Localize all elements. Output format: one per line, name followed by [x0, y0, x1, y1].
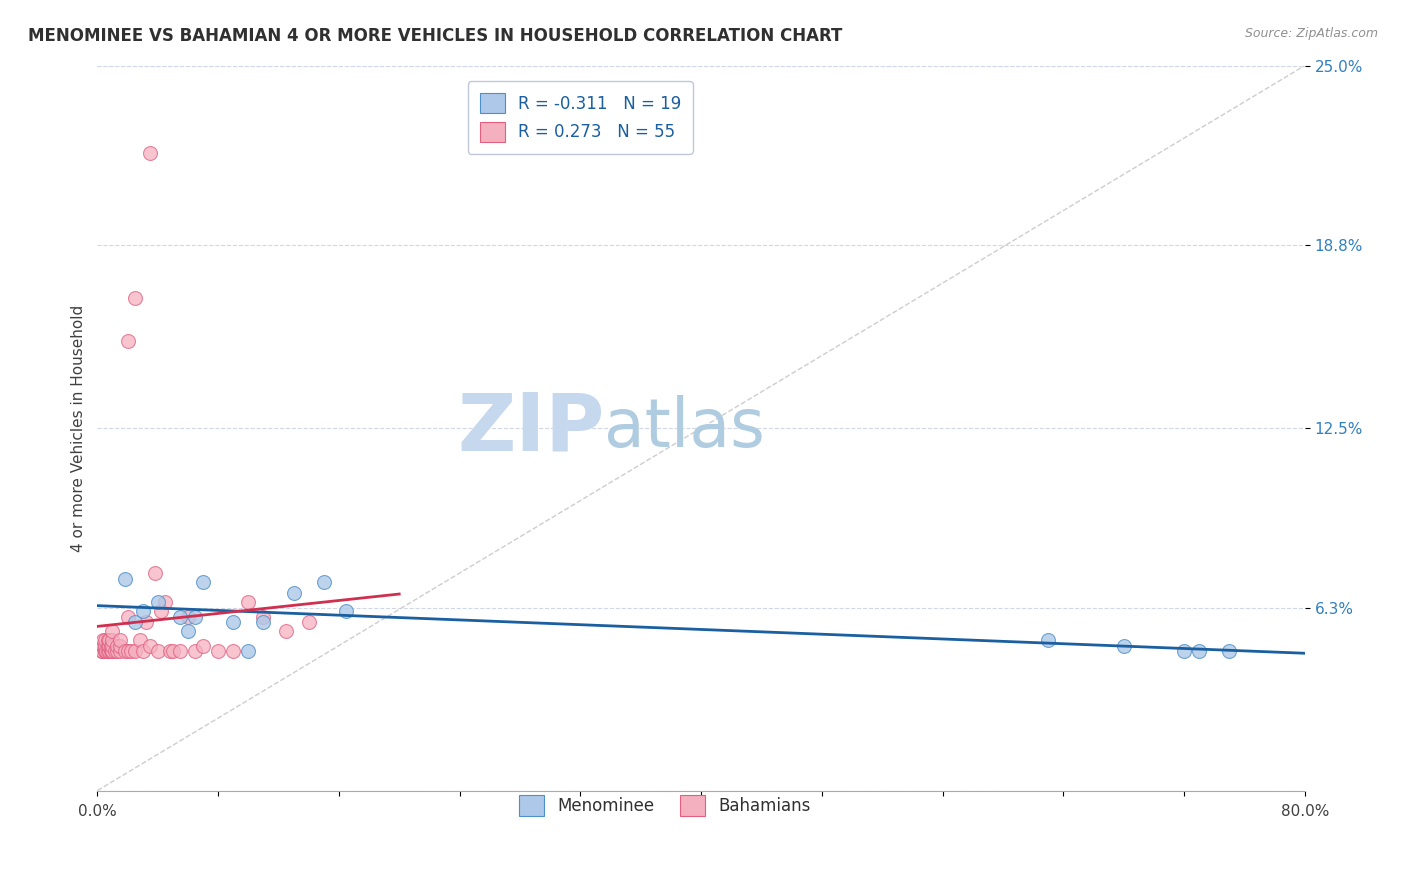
Point: [155, 595, 177, 609]
Point: [169, 609, 191, 624]
Point: [184, 609, 207, 624]
Point: [90, 644, 112, 658]
Point: [191, 574, 214, 589]
Point: [94, 644, 117, 658]
Point: [1112, 639, 1135, 653]
Point: [207, 644, 229, 658]
Point: [117, 334, 139, 348]
Point: [146, 595, 169, 609]
Point: [139, 145, 162, 160]
Point: [252, 615, 274, 630]
Point: [94, 639, 117, 653]
Point: [105, 644, 128, 658]
Text: 0.0%: 0.0%: [77, 804, 117, 819]
Point: [274, 624, 297, 639]
Point: [135, 615, 157, 630]
Point: [117, 609, 139, 624]
Point: [131, 644, 153, 658]
Point: [114, 572, 136, 586]
Text: 80.0%: 80.0%: [1281, 804, 1329, 819]
Point: [1218, 644, 1240, 658]
Point: [120, 644, 142, 658]
Point: [124, 291, 146, 305]
Point: [191, 639, 214, 653]
Point: [104, 644, 127, 658]
Point: [100, 639, 122, 653]
Point: [97, 644, 120, 658]
Point: [149, 604, 172, 618]
Point: [93, 639, 115, 653]
Point: [101, 632, 124, 647]
Point: [93, 639, 115, 653]
Point: [1188, 644, 1211, 658]
Point: [98, 632, 121, 647]
Y-axis label: 4 or more Vehicles in Household: 4 or more Vehicles in Household: [72, 304, 86, 552]
Point: [96, 644, 118, 658]
Point: [97, 632, 120, 647]
Point: [124, 644, 146, 658]
Point: [101, 644, 124, 658]
Point: [101, 624, 124, 639]
Point: [139, 639, 162, 653]
Point: [108, 632, 131, 647]
Point: [90, 644, 112, 658]
Point: [93, 632, 115, 647]
Point: [184, 644, 207, 658]
Point: [177, 609, 200, 624]
Point: [131, 604, 153, 618]
Point: [335, 604, 357, 618]
Text: atlas: atlas: [605, 395, 765, 461]
Point: [222, 644, 245, 658]
Point: [159, 644, 181, 658]
Point: [128, 632, 150, 647]
Point: [177, 624, 200, 639]
Text: Source: ZipAtlas.com: Source: ZipAtlas.com: [1244, 27, 1378, 40]
Point: [114, 644, 136, 658]
Point: [238, 595, 260, 609]
Point: [312, 574, 335, 589]
Legend: Menominee, Bahamians: Menominee, Bahamians: [509, 786, 821, 826]
Point: [97, 639, 120, 653]
Point: [101, 639, 124, 653]
Point: [101, 644, 124, 658]
Point: [283, 586, 305, 600]
Point: [222, 615, 245, 630]
Point: [108, 639, 131, 653]
Point: [146, 644, 169, 658]
Point: [105, 639, 128, 653]
Point: [94, 644, 117, 658]
Point: [108, 644, 131, 658]
Point: [94, 632, 117, 647]
Point: [1038, 632, 1060, 647]
Point: [98, 644, 121, 658]
Point: [252, 609, 274, 624]
Point: [169, 644, 191, 658]
Point: [143, 566, 166, 580]
Point: [117, 644, 139, 658]
Point: [100, 644, 122, 658]
Text: MENOMINEE VS BAHAMIAN 4 OR MORE VEHICLES IN HOUSEHOLD CORRELATION CHART: MENOMINEE VS BAHAMIAN 4 OR MORE VEHICLES…: [28, 27, 842, 45]
Point: [298, 615, 321, 630]
Point: [1173, 644, 1195, 658]
Point: [90, 644, 112, 658]
Point: [238, 644, 260, 658]
Point: [98, 639, 121, 653]
Point: [124, 615, 146, 630]
Point: [162, 644, 184, 658]
Text: ZIP: ZIP: [457, 389, 605, 467]
